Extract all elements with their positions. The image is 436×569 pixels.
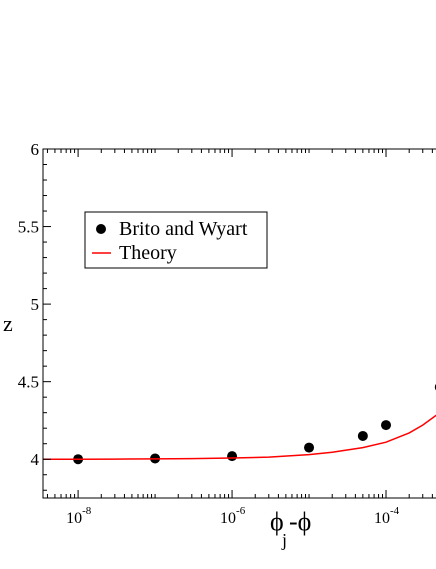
y-tick-label: 5 [31, 295, 40, 314]
x-tick-label-base: 10 [220, 510, 236, 527]
x-tick-label-base: 10 [66, 510, 82, 527]
y-tick-label: 5.5 [18, 218, 39, 237]
legend-box [84, 211, 268, 269]
x-tick-label-base: 10 [374, 510, 390, 527]
legend-marker-brito-and-wyart [96, 224, 106, 234]
x-tick-label: 10 -6 [220, 505, 246, 527]
series-line-theory [43, 414, 436, 460]
x-tick-label-exponent: -8 [82, 505, 92, 517]
data-point-3 [227, 451, 238, 462]
plot-frame [42, 148, 436, 499]
y-tick-label: 6 [31, 140, 40, 159]
x-axis-label-subscript: j [281, 530, 287, 550]
x-tick-label: 10 -4 [374, 505, 400, 527]
x-tick-label: 10 -8 [66, 505, 92, 527]
x-tick-label-exponent: -6 [236, 505, 246, 517]
series-layer [43, 383, 436, 465]
x-tick-label-exponent: -4 [390, 505, 400, 517]
data-point-5 [357, 430, 368, 441]
y-axis-label: z [3, 311, 13, 336]
x-axis-label-tail: -ϕ [289, 507, 311, 536]
x-axis-label: ϕ j -ϕ [270, 507, 311, 550]
y-tick-label: 4 [31, 450, 40, 469]
legend: Brito and Wyart Theory [84, 211, 268, 269]
y-tick-label: 4.5 [18, 373, 39, 392]
legend-label-brito-and-wyart: Brito and Wyart [119, 218, 248, 240]
data-point-6 [381, 420, 392, 431]
x-axis-label-main: ϕ [270, 507, 284, 536]
data-point-4 [304, 442, 315, 453]
legend-label-theory: Theory [119, 242, 177, 264]
